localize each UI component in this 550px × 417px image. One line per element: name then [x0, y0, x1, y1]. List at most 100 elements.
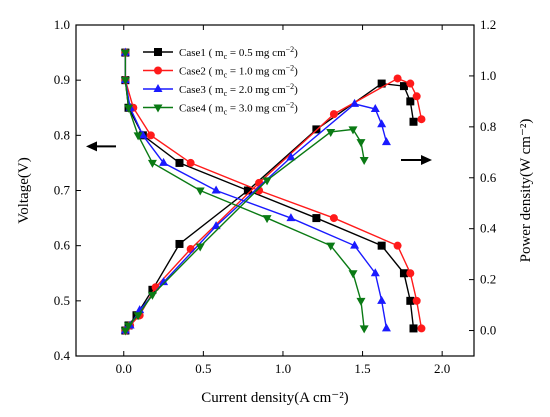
arrow-right-head [421, 154, 432, 165]
legend-label-part: ) [294, 84, 298, 96]
legend-marker [154, 66, 162, 75]
series-4 [120, 49, 369, 336]
power-line [124, 128, 365, 331]
legend-marker [154, 48, 162, 56]
polarization-point [356, 297, 366, 306]
right-y-tick-label: 0.8 [480, 119, 496, 134]
legend-entry-4: Case4 ( mc = 3.0 mg cm−2) [143, 101, 298, 117]
power-point [377, 79, 386, 88]
left-y-tick-label: 0.7 [54, 183, 71, 198]
legend-marker [153, 104, 163, 113]
legend-label-part: −2 [286, 64, 295, 73]
polarization-point [412, 296, 421, 305]
polarization-point [186, 158, 195, 167]
legend-label-part: Case2 ( m [179, 66, 224, 78]
legend-label-part: = 0.5 mg cm [227, 47, 286, 59]
x-tick-label: 0.0 [116, 361, 132, 376]
power-line [124, 103, 388, 332]
legend-label-part: Case4 ( m [179, 103, 224, 115]
legend-label-part: c [224, 108, 228, 117]
x-tick-label: 0.5 [195, 361, 211, 376]
polarization-point [133, 132, 143, 141]
polarization-point [359, 325, 369, 334]
legend-label-part: c [224, 89, 228, 98]
power-point [186, 245, 195, 254]
legend-label-part: c [224, 71, 228, 80]
polarization-point [348, 270, 358, 279]
power-point [175, 239, 184, 248]
left-y-tick-label: 0.5 [54, 293, 70, 308]
polarization-point [138, 130, 148, 139]
x-tick-label: 1.5 [354, 361, 370, 376]
polarization-point [120, 49, 130, 58]
right-axis-title: Power density(W cm⁻²) [518, 119, 534, 263]
polarization-point [377, 295, 387, 304]
right-y-tick-label: 1.0 [480, 68, 496, 83]
polarization-point [350, 240, 360, 249]
polarization-point [377, 241, 386, 250]
legend-label-part: −2 [286, 45, 295, 54]
polarization-point [409, 324, 418, 333]
right-y-tick-label: 0.4 [480, 221, 497, 236]
polarization-point [393, 241, 402, 250]
legend-label-part: ) [294, 66, 298, 78]
power-point [195, 243, 205, 252]
plot-area [86, 47, 432, 336]
polarization-point [175, 158, 184, 167]
legend-label: Case2 ( mc = 1.0 mg cm−2) [179, 64, 298, 80]
power-point [135, 305, 145, 314]
legend-label-part: c [224, 52, 228, 61]
legend-marker [153, 84, 163, 92]
power-point [348, 126, 358, 135]
power-point [359, 156, 369, 165]
legend-label-part: Case3 ( m [179, 84, 224, 96]
left-y-tick-label: 1.0 [54, 17, 70, 32]
left-y-tick-label: 0.4 [54, 348, 71, 363]
power-point [133, 312, 143, 321]
power-point [356, 139, 366, 148]
power-point [148, 285, 157, 294]
polarization-point [195, 187, 205, 196]
power-point [399, 82, 408, 91]
axes: 0.0 0.5 1.0 1.5 2.0 0.4 0.5 0.6 0.7 0.8 0.9 1.0 0.0 0… [54, 17, 497, 376]
legend-label: Case1 ( mc = 0.5 mg cm−2) [179, 45, 298, 61]
polarization-point [381, 323, 391, 332]
left-y-tick-label: 0.8 [54, 127, 70, 142]
x-axis-title: Current density(A cm⁻²) [201, 390, 348, 406]
power-point [377, 119, 387, 128]
legend-entry-1: Case1 ( mc = 0.5 mg cm−2) [143, 45, 298, 61]
right-y-tick-label: 0.0 [480, 323, 496, 338]
legend-label-part: ) [294, 47, 298, 59]
legend-label-part: Case1 ( m [179, 47, 224, 59]
polarization-point [286, 213, 296, 222]
legend-label-part: ) [294, 103, 298, 115]
legend-entry-3: Case3 ( mc = 2.0 mg cm−2) [143, 82, 298, 98]
legend-label-part: = 2.0 mg cm [227, 84, 286, 96]
power-point [393, 74, 402, 83]
polarization-point [329, 214, 338, 223]
power-point [159, 277, 169, 286]
left-y-tick-label: 0.6 [54, 238, 71, 253]
polarization-point [124, 104, 134, 113]
polarization-point [406, 296, 415, 305]
polarization-point [120, 77, 130, 86]
right-y-tick-label: 0.6 [480, 170, 497, 185]
polarization-point [417, 324, 426, 333]
power-line [124, 77, 423, 332]
power-line [124, 82, 415, 331]
polarization-point [312, 214, 321, 223]
left-y-tick-label: 0.9 [54, 72, 70, 87]
polarization-point [147, 159, 157, 168]
right-y-tick-label: 0.2 [480, 272, 496, 287]
legend-label-part: = 3.0 mg cm [227, 103, 286, 115]
polarization-point [262, 215, 272, 224]
power-point [120, 327, 130, 336]
legend-label-part: −2 [286, 101, 295, 110]
legend-label-part: −2 [286, 82, 295, 91]
legend: Case1 ( mc = 0.5 mg cm−2)Case2 ( mc = 1.… [143, 45, 298, 117]
left-axis-title: Voltage(V) [16, 157, 32, 223]
x-tick-label: 1.0 [275, 361, 291, 376]
polarization-point [370, 268, 380, 277]
power-point [381, 137, 391, 146]
polarization-point [159, 157, 169, 166]
